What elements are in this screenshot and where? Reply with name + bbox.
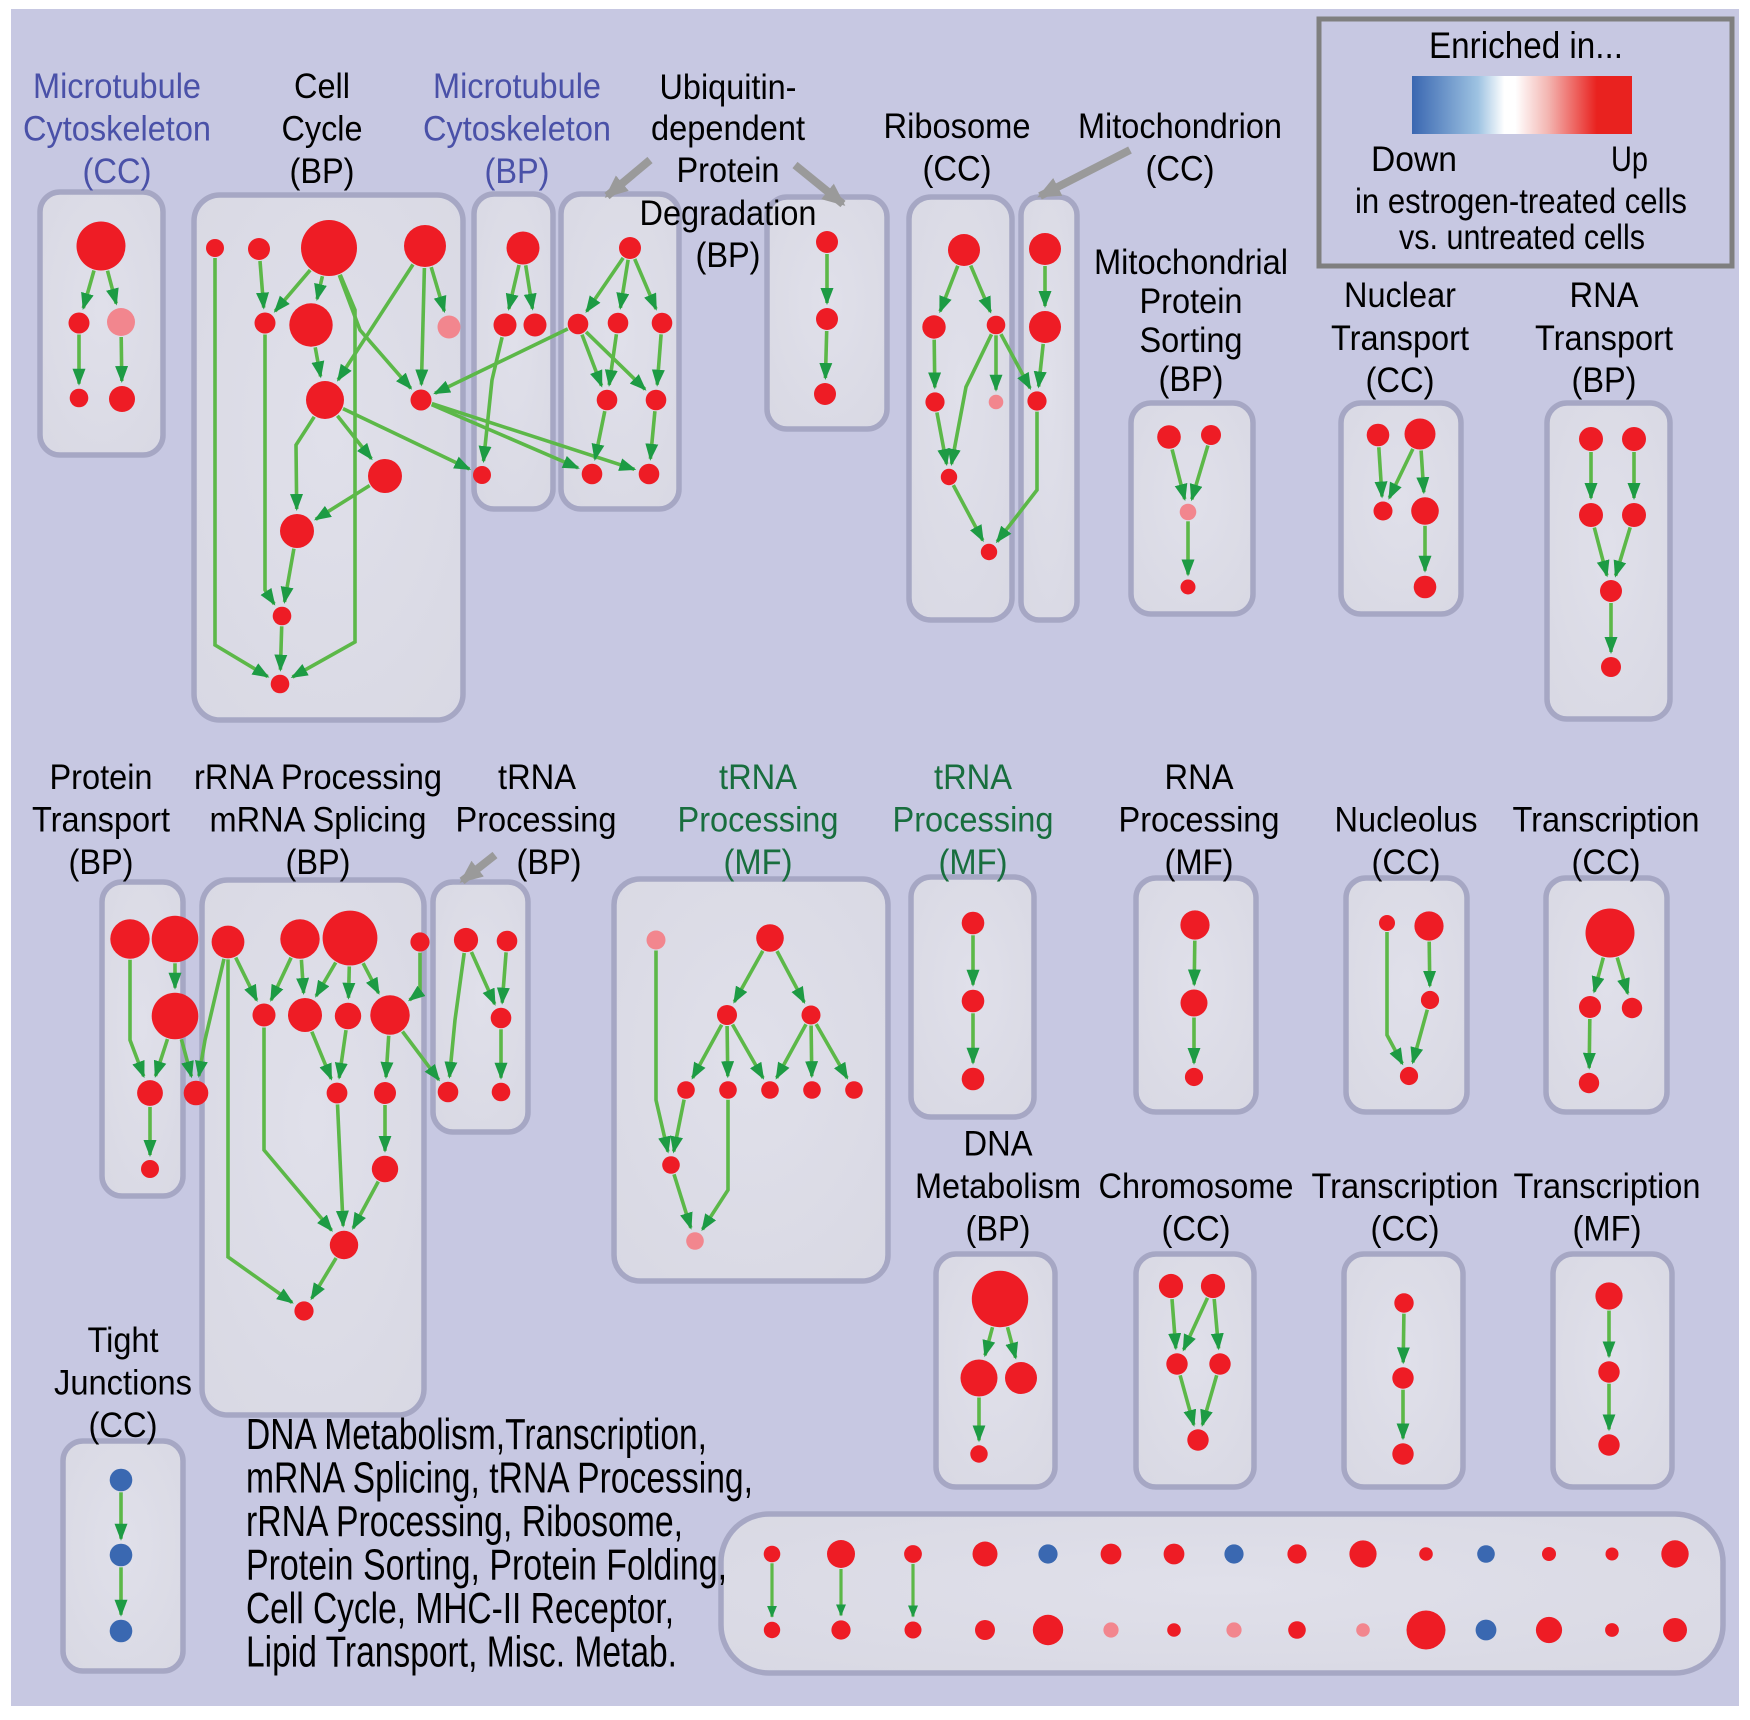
svg-text:Processing: Processing xyxy=(893,801,1054,840)
svg-text:(CC): (CC) xyxy=(1162,1210,1231,1249)
svg-text:(BP): (BP) xyxy=(696,236,761,275)
svg-text:(BP): (BP) xyxy=(1159,360,1224,399)
svg-text:Cycle: Cycle xyxy=(282,110,363,149)
svg-text:DNA: DNA xyxy=(964,1125,1034,1164)
svg-text:Processing: Processing xyxy=(456,801,617,840)
svg-text:DNA Metabolism,Transcription,: DNA Metabolism,Transcription, xyxy=(246,1410,707,1459)
svg-text:Processing: Processing xyxy=(678,801,839,840)
svg-text:mRNA Splicing, tRNA Processing: mRNA Splicing, tRNA Processing, xyxy=(246,1454,753,1503)
svg-text:Protein: Protein xyxy=(677,151,780,190)
svg-text:Tight: Tight xyxy=(88,1321,159,1360)
svg-text:Chromosome: Chromosome xyxy=(1099,1167,1294,1206)
svg-text:Up: Up xyxy=(1611,140,1648,179)
svg-text:Transport: Transport xyxy=(1535,319,1673,358)
svg-text:Microtubule: Microtubule xyxy=(433,67,601,106)
svg-text:(BP): (BP) xyxy=(1572,361,1637,400)
svg-text:(CC): (CC) xyxy=(923,150,992,189)
svg-text:Lipid Transport, Misc. Metab.: Lipid Transport, Misc. Metab. xyxy=(246,1628,677,1677)
svg-text:(MF): (MF) xyxy=(1165,843,1234,882)
svg-text:RNA: RNA xyxy=(1165,758,1235,797)
svg-text:(BP): (BP) xyxy=(69,843,134,882)
svg-text:Cell: Cell xyxy=(294,67,350,106)
svg-text:Transcription: Transcription xyxy=(1514,1167,1701,1206)
svg-text:Ribosome: Ribosome xyxy=(884,107,1031,146)
svg-text:Transcription: Transcription xyxy=(1312,1167,1499,1206)
svg-text:Cytoskeleton: Cytoskeleton xyxy=(23,110,211,149)
svg-text:in estrogen-treated cells: in estrogen-treated cells xyxy=(1355,182,1687,221)
svg-text:vs. untreated cells: vs. untreated cells xyxy=(1399,218,1645,257)
svg-text:(BP): (BP) xyxy=(966,1210,1031,1249)
svg-text:(MF): (MF) xyxy=(724,843,793,882)
svg-text:(BP): (BP) xyxy=(517,843,582,882)
svg-text:tRNA: tRNA xyxy=(498,758,577,797)
svg-text:RNA: RNA xyxy=(1570,276,1640,315)
svg-text:(BP): (BP) xyxy=(286,843,351,882)
svg-text:Cell Cycle, MHC-II Receptor,: Cell Cycle, MHC-II Receptor, xyxy=(246,1584,674,1633)
svg-text:(MF): (MF) xyxy=(1573,1210,1642,1249)
svg-text:Enriched in...: Enriched in... xyxy=(1429,25,1623,66)
svg-text:(BP): (BP) xyxy=(485,152,550,191)
svg-text:(CC): (CC) xyxy=(1372,843,1441,882)
svg-text:Protein Sorting, Protein Foldi: Protein Sorting, Protein Folding, xyxy=(246,1541,727,1590)
svg-text:Degradation: Degradation xyxy=(640,194,817,233)
svg-text:(CC): (CC) xyxy=(1572,843,1641,882)
svg-text:Protein: Protein xyxy=(1140,282,1243,321)
svg-text:Ubiquitin-: Ubiquitin- xyxy=(660,68,797,107)
svg-text:(MF): (MF) xyxy=(939,843,1008,882)
svg-text:tRNA: tRNA xyxy=(934,758,1013,797)
svg-text:Down: Down xyxy=(1371,140,1457,179)
svg-text:Processing: Processing xyxy=(1119,801,1280,840)
svg-text:(CC): (CC) xyxy=(1371,1210,1440,1249)
svg-text:Junctions: Junctions xyxy=(54,1364,192,1403)
svg-text:Microtubule: Microtubule xyxy=(33,67,201,106)
svg-text:(CC): (CC) xyxy=(1146,150,1215,189)
svg-text:(BP): (BP) xyxy=(290,152,355,191)
svg-text:(CC): (CC) xyxy=(1366,361,1435,400)
svg-text:mRNA Splicing: mRNA Splicing xyxy=(210,801,427,840)
svg-text:Mitochondrial: Mitochondrial xyxy=(1094,243,1288,282)
svg-text:Nucleolus: Nucleolus xyxy=(1335,801,1478,840)
svg-text:Mitochondrion: Mitochondrion xyxy=(1078,107,1282,146)
svg-text:rRNA Processing: rRNA Processing xyxy=(194,758,442,797)
svg-text:Transport: Transport xyxy=(1331,319,1469,358)
svg-text:Cytoskeleton: Cytoskeleton xyxy=(423,110,611,149)
svg-text:(CC): (CC) xyxy=(89,1406,158,1445)
svg-text:Protein: Protein xyxy=(50,758,153,797)
svg-text:Metabolism: Metabolism xyxy=(915,1167,1081,1206)
svg-text:Transcription: Transcription xyxy=(1513,801,1700,840)
svg-text:Sorting: Sorting xyxy=(1140,321,1243,360)
svg-text:Nuclear: Nuclear xyxy=(1344,276,1456,315)
svg-text:dependent: dependent xyxy=(651,109,805,148)
svg-text:rRNA Processing, Ribosome,: rRNA Processing, Ribosome, xyxy=(246,1497,683,1546)
svg-text:Transport: Transport xyxy=(32,801,170,840)
svg-text:(CC): (CC) xyxy=(83,152,152,191)
svg-text:tRNA: tRNA xyxy=(719,758,798,797)
